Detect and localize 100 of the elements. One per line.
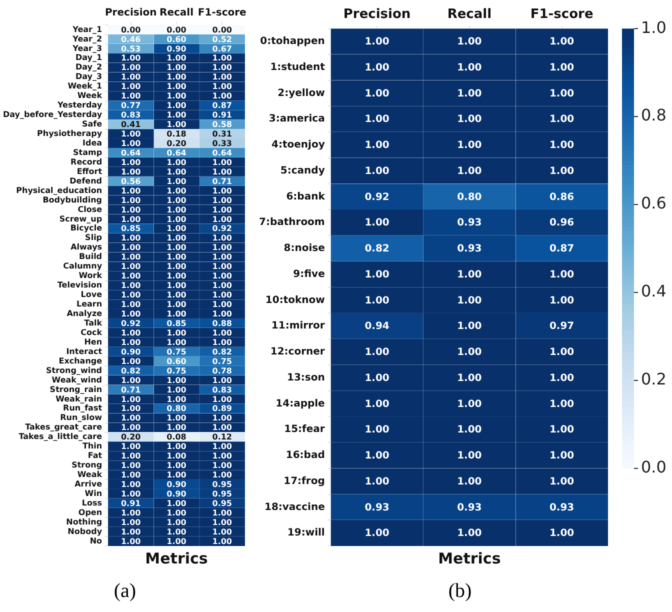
data-label: 1.00 [166, 63, 187, 72]
data-label: 1.00 [212, 82, 232, 92]
data-label: 1.00 [120, 452, 142, 461]
y-tick-label: 19:will [287, 528, 325, 539]
y-tick-label: 11:mirror [271, 320, 325, 332]
data-label: 1.00 [166, 54, 187, 63]
data-label: 0.93 [457, 244, 482, 255]
y-tick-label: Hen [84, 337, 102, 346]
data-label: 1.00 [212, 527, 232, 536]
data-label: 0.31 [212, 130, 232, 139]
data-label: 1.00 [212, 518, 232, 527]
data-label: 1.00 [549, 528, 574, 540]
y-tick-label: 2:yellow [278, 88, 325, 99]
data-label: 1.00 [120, 82, 142, 92]
data-label: 1.00 [549, 114, 574, 126]
y-tick-label: 1:student [270, 62, 326, 73]
y-tick-label: Takes_a_little_care [18, 432, 103, 442]
data-label: 1.00 [166, 452, 187, 461]
data-label: 1.00 [364, 295, 390, 306]
data-label: 0.95 [212, 480, 232, 490]
text: (a) [114, 580, 136, 603]
data-label: 1.00 [212, 234, 232, 243]
data-label: 0.94 [364, 321, 390, 332]
data-label: 1.00 [166, 196, 187, 205]
data-label: 1.00 [457, 321, 482, 332]
data-label: 1.00 [549, 166, 574, 177]
data-label: 1.00 [212, 63, 232, 72]
data-label: 1.00 [166, 414, 187, 423]
data-label: 1.00 [212, 214, 232, 224]
data-label: 0.90 [120, 347, 142, 356]
data-label: 1.00 [549, 450, 574, 462]
data-label: 0.93 [457, 502, 482, 514]
data-label: 0.96 [549, 218, 574, 229]
data-label: 1.00 [364, 114, 390, 126]
data-label: 1.00 [120, 300, 142, 310]
data-label: 0.67 [212, 44, 232, 54]
y-tick-label: 6:bank [286, 191, 326, 202]
data-label: 1.00 [120, 72, 142, 82]
data-label: 1.00 [549, 36, 574, 48]
data-label: 1.00 [457, 269, 482, 280]
data-label: 0.89 [212, 404, 232, 414]
data-label: 1.00 [120, 480, 142, 490]
data-label: 0.77 [120, 101, 141, 110]
data-label: 0.60 [166, 356, 187, 366]
data-label: 1.00 [120, 63, 142, 72]
data-label: 1.00 [166, 205, 187, 214]
data-label: 1.00 [212, 536, 232, 546]
data-label: 1.00 [457, 295, 482, 306]
data-label: 0.64 [212, 148, 232, 158]
data-label: 1.00 [166, 120, 187, 130]
y-tick-label: Effort [76, 166, 102, 176]
data-label: 1.00 [364, 218, 390, 229]
y-tick-label: Year_3 [72, 44, 102, 53]
data-label: 1.00 [212, 272, 232, 281]
data-label: 1.00 [212, 452, 232, 461]
y-tick-label: Interact [66, 346, 102, 356]
data-label: 1.00 [120, 309, 142, 318]
y-tick-label: 0:tohappen [260, 36, 325, 48]
y-tick-label: Loss [82, 498, 102, 508]
data-label: 1.00 [212, 186, 232, 196]
data-label: 1.00 [166, 252, 187, 262]
data-label: 1.00 [120, 272, 142, 281]
data-label: 0.18 [166, 130, 187, 139]
data-label: 1.00 [212, 508, 232, 518]
data-label: 1.00 [120, 158, 142, 167]
x-tick-label: F1-score [530, 7, 594, 22]
data-label: 1.00 [120, 252, 142, 262]
y-tick-label: 8:noise [284, 243, 326, 254]
data-label: 0.91 [120, 498, 142, 508]
y-tick-label: Takes_great_care [25, 422, 103, 432]
y-tick-label: Fat [88, 451, 102, 460]
y-tick-label: Bodybuilding [42, 195, 102, 204]
data-label: 0.78 [212, 366, 232, 376]
data-label: 1.00 [120, 376, 142, 385]
data-label: 0.00 [120, 25, 142, 34]
data-label: 0.93 [549, 502, 574, 514]
data-label: 1.00 [212, 72, 232, 82]
data-label: 1.00 [166, 300, 187, 310]
data-label: 1.00 [212, 338, 232, 347]
data-label: 1.00 [166, 470, 187, 480]
data-label: 1.00 [120, 442, 142, 452]
data-label: 1.00 [212, 376, 232, 385]
data-label: 1.00 [457, 476, 482, 488]
data-label: 0.71 [212, 176, 232, 186]
data-label: 0.80 [166, 404, 187, 414]
data-label: 1.00 [166, 394, 187, 404]
data-label: 1.00 [166, 281, 187, 290]
y-tick-label: Day_1 [75, 53, 102, 62]
y-tick-label: Weak [77, 470, 103, 480]
data-label: 1.00 [457, 36, 482, 48]
y-tick-label: Day_3 [75, 72, 102, 82]
data-label: 1.00 [212, 281, 232, 290]
data-label: 0.75 [212, 356, 232, 366]
data-label: 1.00 [212, 461, 232, 470]
data-label: 0.87 [212, 101, 232, 110]
data-label: 1.00 [457, 140, 482, 152]
data-label: 1.00 [457, 528, 482, 540]
data-label: 1.00 [120, 536, 142, 546]
data-label: 0.93 [457, 218, 482, 229]
data-label: 1.00 [166, 243, 187, 252]
